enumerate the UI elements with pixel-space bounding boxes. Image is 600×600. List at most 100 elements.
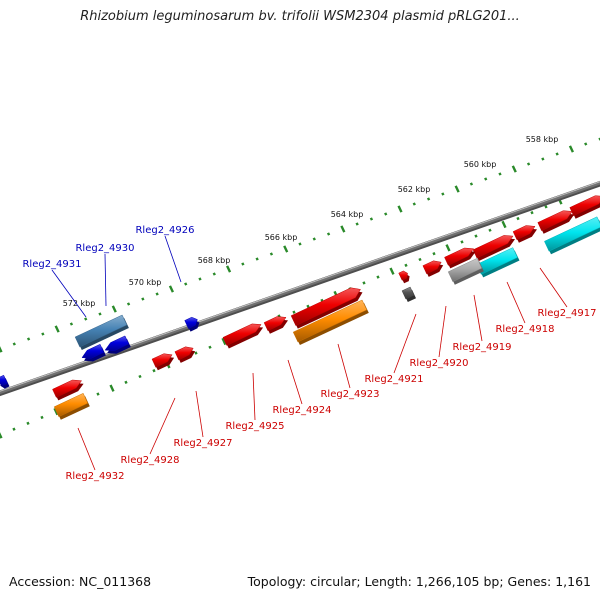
label-line-rleg2-4923 bbox=[337, 343, 351, 389]
gene-label-rleg2-4931[interactable]: Rleg2_4931 bbox=[22, 259, 81, 270]
feature-rleg2-4916b[interactable] bbox=[569, 195, 600, 217]
top-ruler-tick bbox=[198, 277, 202, 281]
bottom-ruler-tick bbox=[362, 281, 366, 285]
bottom-ruler-tick bbox=[488, 228, 492, 232]
bottom-ruler-tick bbox=[389, 267, 395, 275]
top-ruler-tick bbox=[84, 317, 88, 321]
top-ruler-tick bbox=[340, 225, 346, 233]
gene-label-rleg2-4926[interactable]: Rleg2_4926 bbox=[135, 225, 194, 236]
feature-rleg2-4921[interactable] bbox=[398, 270, 408, 281]
bottom-ruler-tick bbox=[12, 427, 16, 431]
label-line-rleg2-4928 bbox=[149, 397, 176, 455]
feature-cyan-a[interactable] bbox=[544, 216, 600, 252]
gene-label-rleg2-4919[interactable]: Rleg2_4919 bbox=[452, 342, 511, 353]
ruler-label-562: 562 kbp bbox=[398, 185, 431, 194]
gene-label-rleg2-4924[interactable]: Rleg2_4924 bbox=[272, 405, 331, 416]
feature-rleg2-4917[interactable] bbox=[512, 225, 536, 241]
top-ruler-tick bbox=[98, 312, 102, 316]
bottom-ruler-tick bbox=[152, 368, 156, 373]
genome-summary: Topology: circular; Length: 1,266,105 bp… bbox=[247, 574, 591, 589]
top-ruler-tick bbox=[369, 217, 374, 221]
feature-rleg2-4920[interactable] bbox=[422, 260, 442, 275]
bottom-ruler-tick bbox=[109, 384, 115, 392]
feature-rleg2-4932-rna[interactable] bbox=[53, 392, 89, 418]
gene-label-rleg2-4921[interactable]: Rleg2_4921 bbox=[364, 374, 423, 385]
label-line-rleg2-4932 bbox=[77, 427, 96, 471]
gene-label-rleg2-4918[interactable]: Rleg2_4918 bbox=[495, 324, 554, 335]
gene-label-rleg2-4927[interactable]: Rleg2_4927 bbox=[173, 438, 232, 449]
label-line-rleg2-4919 bbox=[473, 294, 483, 342]
top-ruler-tick bbox=[69, 322, 74, 326]
feature-rleg2-4919[interactable] bbox=[444, 247, 475, 266]
top-ruler-tick bbox=[441, 192, 445, 196]
feature-rleg2-4932[interactable] bbox=[52, 379, 83, 398]
feature-left-edge[interactable] bbox=[0, 374, 8, 386]
top-ruler-tick bbox=[298, 242, 302, 246]
top-ruler-tick bbox=[355, 222, 359, 226]
top-ruler-tick bbox=[54, 325, 60, 333]
feature-rleg2-4928[interactable] bbox=[151, 353, 173, 368]
bottom-ruler-tick bbox=[0, 432, 3, 439]
bottom-ruler-tick bbox=[474, 234, 478, 238]
bottom-ruler-tick bbox=[432, 251, 436, 256]
feature-rleg2-4925[interactable] bbox=[222, 323, 262, 346]
bottom-ruler-tick bbox=[460, 240, 464, 244]
label-line-rleg2-4927 bbox=[195, 390, 204, 438]
ruler-label-566: 566 kbp bbox=[265, 233, 298, 242]
feature-rleg2-4918[interactable] bbox=[472, 235, 514, 259]
gene-label-rleg2-4923[interactable]: Rleg2_4923 bbox=[320, 389, 379, 400]
top-ruler-tick bbox=[41, 332, 45, 336]
bottom-ruler-tick bbox=[418, 257, 422, 262]
top-ruler-tick bbox=[155, 292, 159, 296]
top-ruler-tick bbox=[312, 237, 316, 241]
bottom-ruler-tick bbox=[306, 304, 310, 308]
label-line-rleg2-4921 bbox=[393, 313, 417, 374]
gene-label-rleg2-4920[interactable]: Rleg2_4920 bbox=[409, 358, 468, 369]
feature-rleg2-4926[interactable] bbox=[184, 316, 198, 329]
label-line-rleg2-4924 bbox=[287, 359, 303, 405]
top-ruler-tick bbox=[126, 302, 131, 306]
bottom-ruler-tick bbox=[404, 263, 408, 268]
top-ruler-tick bbox=[326, 232, 331, 236]
top-ruler-tick bbox=[241, 262, 245, 266]
gene-label-rleg2-4932[interactable]: Rleg2_4932 bbox=[65, 471, 124, 482]
top-ruler-tick bbox=[498, 172, 502, 176]
feature-rleg2-4930[interactable] bbox=[104, 335, 130, 352]
feature-pseudo[interactable] bbox=[447, 257, 483, 283]
bottom-ruler-tick bbox=[40, 415, 44, 420]
bottom-ruler-tick bbox=[530, 211, 534, 215]
top-ruler-tick bbox=[526, 162, 531, 166]
top-ruler-tick bbox=[426, 197, 431, 201]
bottom-ruler-tick bbox=[501, 220, 507, 229]
ruler-label-558: 558 kbp bbox=[526, 135, 559, 144]
feature-rleg2-4922[interactable] bbox=[401, 286, 415, 300]
bottom-ruler-tick bbox=[194, 351, 198, 355]
gene-label-rleg2-4928[interactable]: Rleg2_4928 bbox=[120, 455, 179, 466]
feature-rleg2-4927[interactable] bbox=[174, 346, 194, 361]
feature-rleg2-4924-rna[interactable] bbox=[292, 299, 368, 343]
bottom-ruler-tick bbox=[376, 275, 380, 279]
gene-label-rleg2-4917[interactable]: Rleg2_4917 bbox=[537, 308, 596, 319]
bottom-ruler-tick bbox=[221, 337, 227, 346]
feature-rleg2-4924[interactable] bbox=[263, 316, 287, 332]
bottom-ruler-tick bbox=[516, 216, 520, 221]
gene-label-rleg2-4925[interactable]: Rleg2_4925 bbox=[225, 421, 284, 432]
top-ruler-tick bbox=[384, 212, 388, 216]
feature-rleg2-4916[interactable] bbox=[537, 210, 573, 232]
top-ruler-tick bbox=[412, 202, 416, 206]
label-line-rleg2-4931 bbox=[51, 269, 87, 318]
ruler-label-560: 560 kbp bbox=[464, 160, 497, 169]
feature-rleg2-4931[interactable] bbox=[81, 343, 105, 359]
gene-label-rleg2-4930[interactable]: Rleg2_4930 bbox=[75, 243, 134, 254]
feature-rleg2-4923[interactable] bbox=[290, 287, 361, 326]
feature-rleg2-4929-rna[interactable] bbox=[74, 314, 128, 348]
top-ruler-tick bbox=[584, 142, 588, 146]
label-line-rleg2-4926 bbox=[164, 235, 182, 283]
bottom-ruler-tick bbox=[445, 244, 451, 252]
bottom-ruler-tick bbox=[96, 392, 100, 396]
label-line-rleg2-4925 bbox=[252, 372, 256, 421]
bottom-ruler-tick bbox=[53, 407, 59, 416]
label-line-rleg2-4918 bbox=[506, 281, 526, 324]
ruler-label-570: 570 kbp bbox=[129, 278, 162, 287]
